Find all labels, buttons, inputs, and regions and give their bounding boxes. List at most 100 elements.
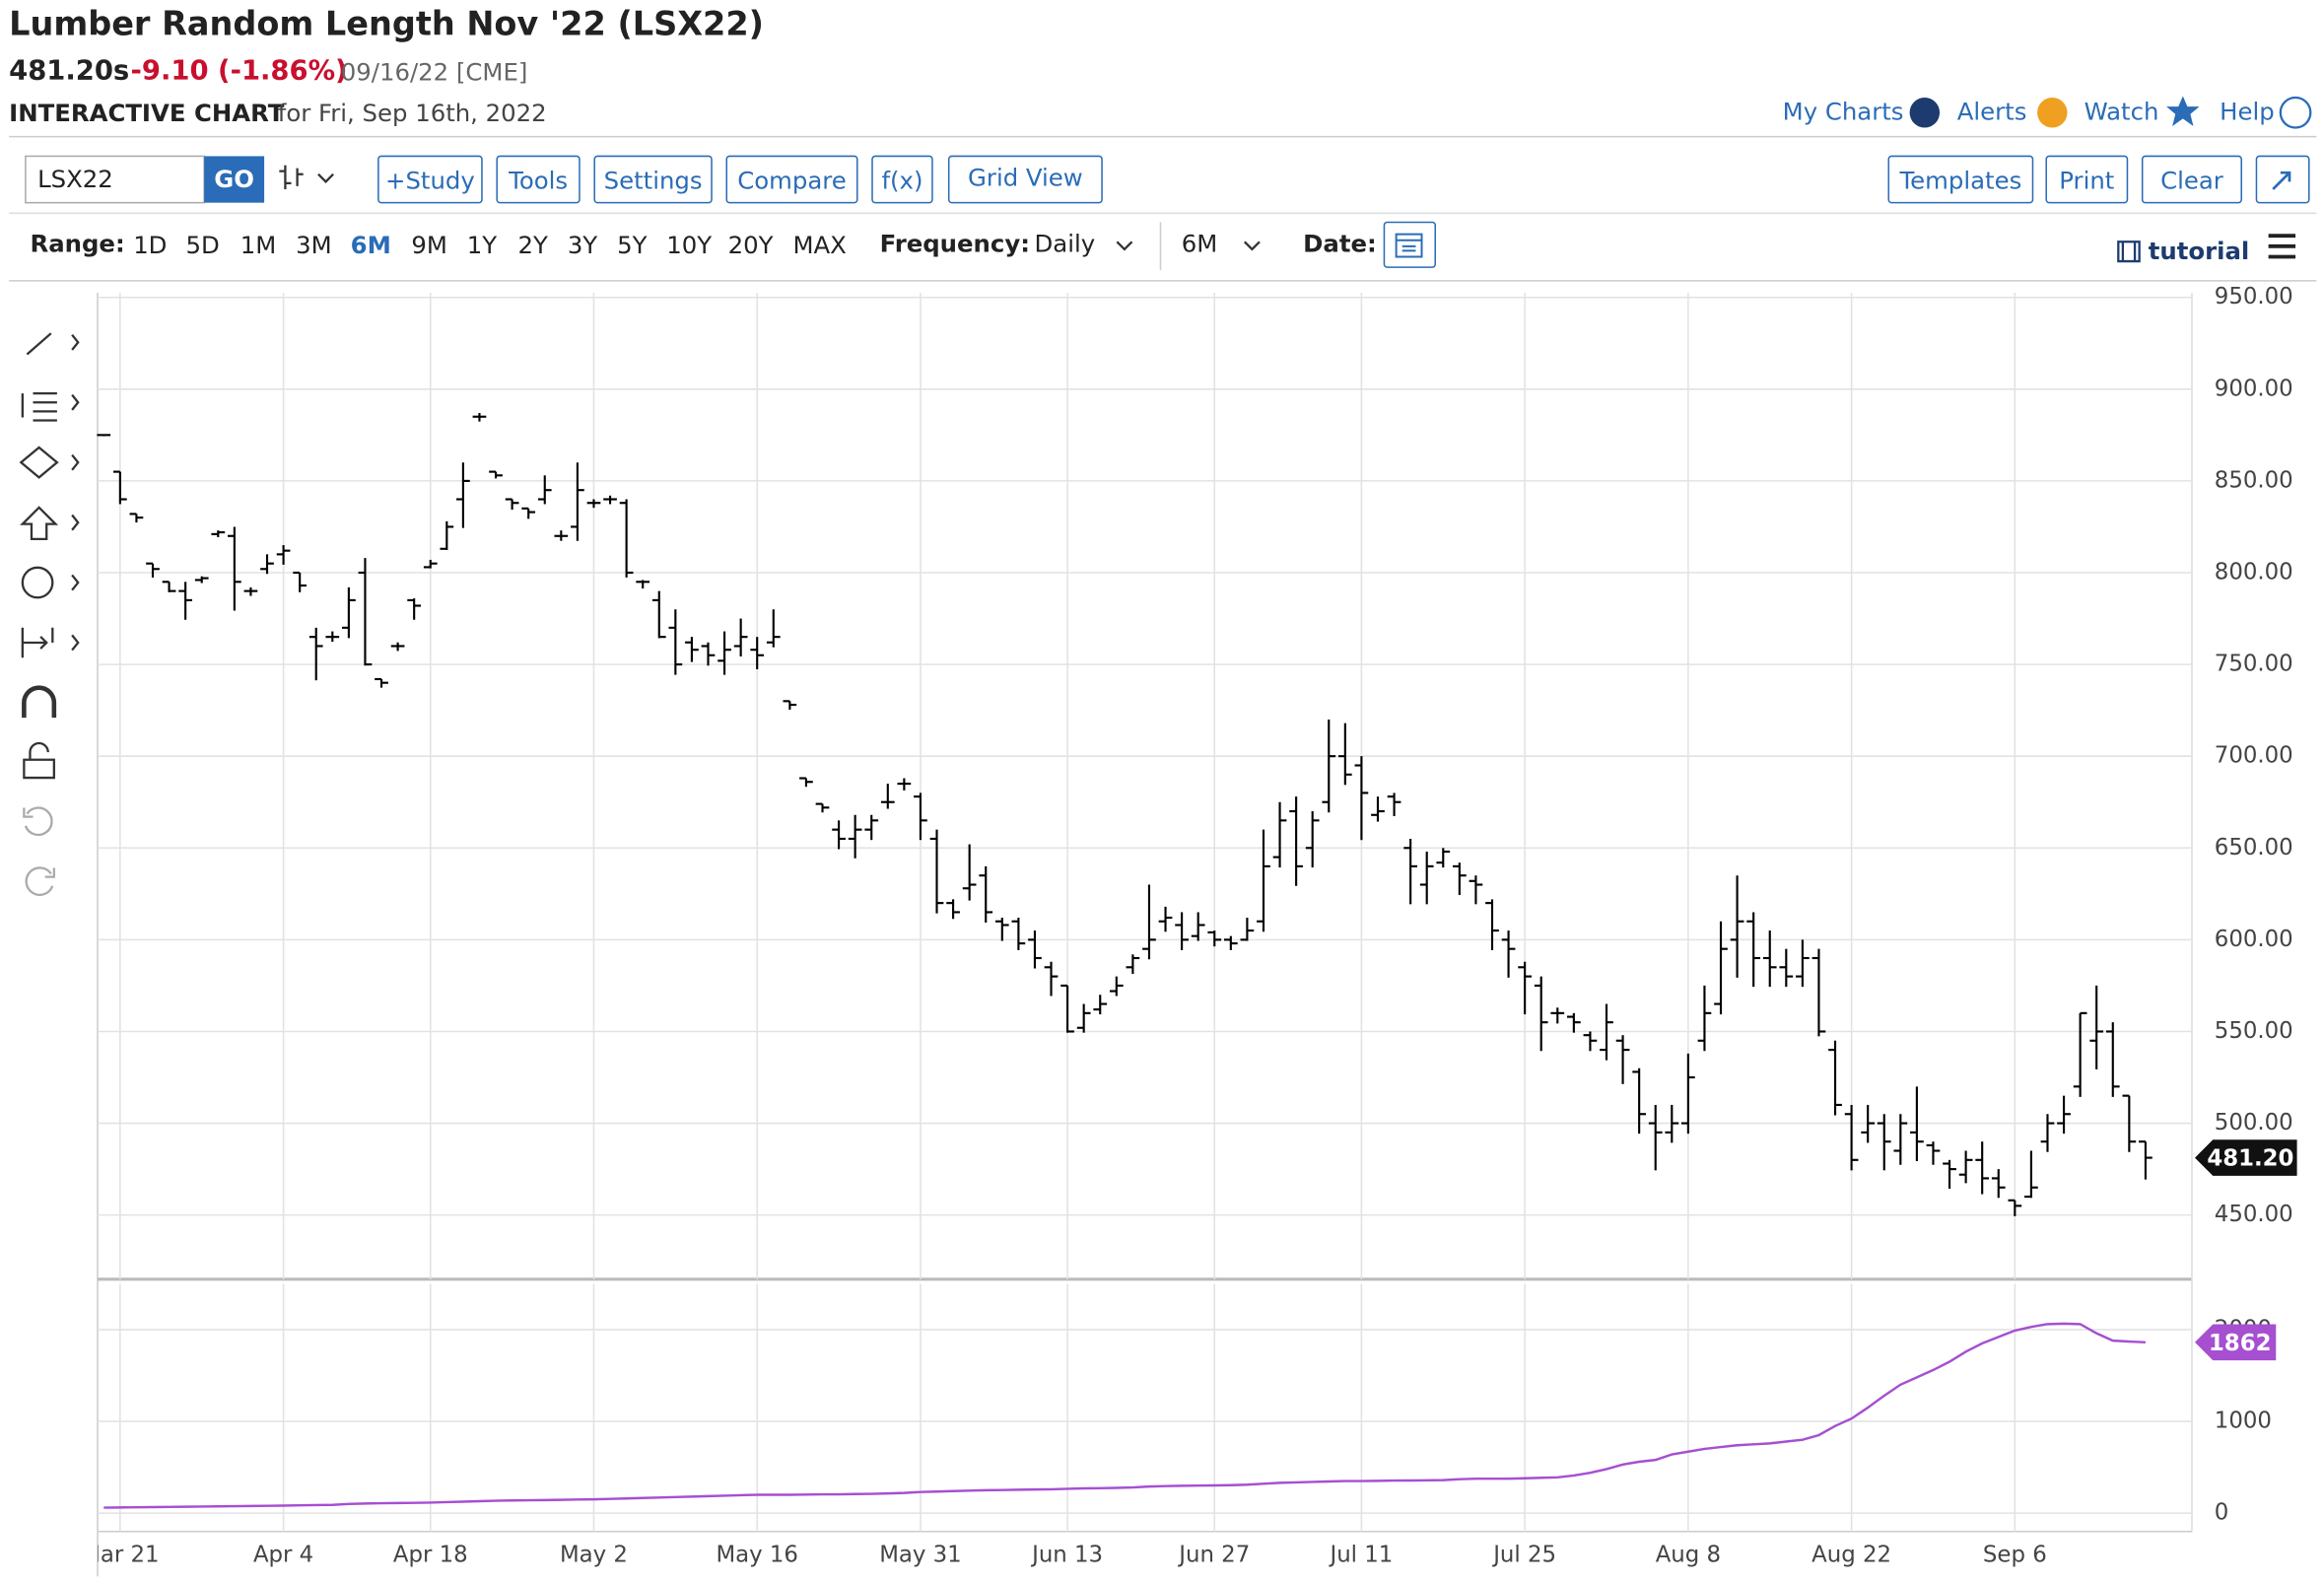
y-tick-label: 950.00 [2215, 284, 2293, 310]
toolbar-button[interactable] [871, 155, 933, 204]
link-icon [2166, 96, 2200, 126]
toolbar-button-label: Clear [2160, 166, 2224, 194]
toolbar-button-label: Tools [508, 166, 568, 194]
range-option[interactable]: 9M [411, 231, 447, 259]
tool-icon[interactable] [22, 685, 57, 719]
toolbar-button-label: Settings [604, 166, 703, 194]
tool-icon[interactable] [21, 627, 80, 658]
toolbar-button[interactable] [496, 155, 581, 204]
toolbar-button[interactable] [2045, 155, 2129, 204]
toolbar-button[interactable] [1887, 155, 2034, 204]
y-tick-label: 650.00 [2215, 835, 2293, 860]
change: -9.10 (-1.86%) [131, 56, 348, 87]
tool-icon[interactable] [71, 574, 80, 591]
range-option[interactable]: 1D [133, 231, 167, 259]
range-option[interactable]: MAX [793, 231, 847, 259]
x-tick-label: Jun 13 [1030, 1543, 1103, 1568]
tool-icon[interactable] [21, 391, 80, 422]
y-tick-label: 0 [2215, 1500, 2229, 1526]
tool-icon[interactable] [21, 566, 54, 599]
y-tick-label: 450.00 [2215, 1202, 2293, 1227]
top-link[interactable]: Alerts [1957, 97, 2027, 125]
toolbar-button-label: Grid View [968, 163, 1083, 191]
y-tick-label: 550.00 [2215, 1018, 2293, 1044]
title: Lumber Random Length Nov '22 (LSX22) [9, 4, 764, 42]
x-tick-label: Sep 6 [1983, 1543, 2047, 1568]
price: 481.20s [9, 56, 129, 87]
dropdown-chevron [1243, 241, 1261, 251]
tool-icon[interactable] [20, 506, 80, 541]
x-tick-label: Jul 25 [1491, 1543, 1556, 1568]
date-label: Date: [1303, 229, 1377, 257]
range-option[interactable]: 2Y [518, 231, 548, 259]
range-option[interactable]: 10Y [666, 231, 712, 259]
expand-icon [2272, 171, 2291, 190]
top-link[interactable]: Watch [2085, 97, 2159, 125]
chart-type-icon[interactable] [279, 165, 334, 189]
last-value-label: 1862 [2209, 1331, 2272, 1356]
x-tick-label: Mar 21 [81, 1543, 159, 1568]
y-tick-label: 750.00 [2215, 652, 2293, 677]
toolbar-button[interactable] [725, 155, 858, 204]
x-tick-label: Apr 4 [253, 1543, 313, 1568]
toolbar-button-label: +Study [385, 166, 475, 194]
tool-icon[interactable] [25, 866, 55, 896]
x-tick-label: Aug 22 [1811, 1543, 1891, 1568]
y-tick-label: 700.00 [2215, 743, 2293, 769]
tool-icon[interactable] [26, 332, 80, 356]
x-tick-label: May 16 [716, 1543, 798, 1568]
menu-icon[interactable] [2268, 234, 2296, 259]
range-option[interactable]: 5D [186, 231, 220, 259]
link-icon [2279, 96, 2312, 129]
chart-label: INTERACTIVE CHART [9, 99, 285, 127]
y-tick-label: 900.00 [2215, 376, 2293, 401]
top-link[interactable]: My Charts [1783, 97, 1904, 125]
period[interactable]: 6M [1182, 229, 1218, 257]
x-tick-label: Jul 11 [1328, 1543, 1393, 1568]
tool-icon[interactable] [23, 806, 53, 837]
film-icon [2117, 241, 2141, 263]
range-option[interactable]: 1M [240, 231, 277, 259]
toolbar-button[interactable] [947, 155, 1103, 204]
toolbar-button-label: f(x) [881, 166, 923, 194]
range-option[interactable]: 3M [296, 231, 332, 259]
range-option[interactable]: 3Y [568, 231, 597, 259]
x-tick-label: May 2 [560, 1543, 628, 1568]
chart-date: for Fri, Sep 16th, 2022 [278, 99, 547, 127]
calendar-button[interactable] [1383, 221, 1436, 268]
x-tick-label: Jun 27 [1177, 1543, 1250, 1568]
toolbar-button-label: Print [2059, 166, 2114, 194]
x-tick-label: May 31 [879, 1543, 962, 1568]
toolbar-button[interactable] [2141, 155, 2242, 204]
tutorial[interactable]: tutorial [2149, 237, 2250, 265]
range-option[interactable]: 20Y [728, 231, 774, 259]
tool-icon[interactable] [23, 741, 55, 780]
toolbar-button-label: Compare [737, 166, 847, 194]
toolbar-button-label: Templates [1898, 166, 2021, 194]
frequency-label: Frequency: [880, 229, 1030, 257]
x-tick-label: Apr 18 [393, 1543, 468, 1568]
range-option[interactable]: 5Y [617, 231, 647, 259]
last-value-label: 481.20 [2207, 1146, 2293, 1172]
top-link[interactable]: Help [2220, 97, 2275, 125]
go-label: GO [214, 165, 254, 193]
toolbar-button[interactable] [377, 155, 483, 204]
y-tick-label: 1000 [2215, 1409, 2272, 1434]
calendar-icon [1395, 233, 1423, 258]
last-value-badge [2195, 1324, 2277, 1361]
range-option[interactable]: 6M [351, 231, 391, 259]
tool-icon[interactable] [19, 446, 80, 479]
link-icon [2037, 98, 2068, 128]
range-option[interactable]: 1Y [467, 231, 497, 259]
x-tick-label: Aug 8 [1656, 1543, 1721, 1568]
frequency[interactable]: Daily [1035, 229, 1096, 257]
toolbar-button[interactable] [593, 155, 713, 204]
go-button[interactable] [204, 156, 265, 203]
range-label: Range: [30, 229, 124, 257]
y-tick-label: 600.00 [2215, 927, 2293, 952]
last-value-badge [2195, 1139, 2297, 1176]
line-series [103, 1322, 2146, 1509]
symbol: LSX22 [37, 165, 113, 193]
dropdown-chevron [1116, 241, 1133, 251]
